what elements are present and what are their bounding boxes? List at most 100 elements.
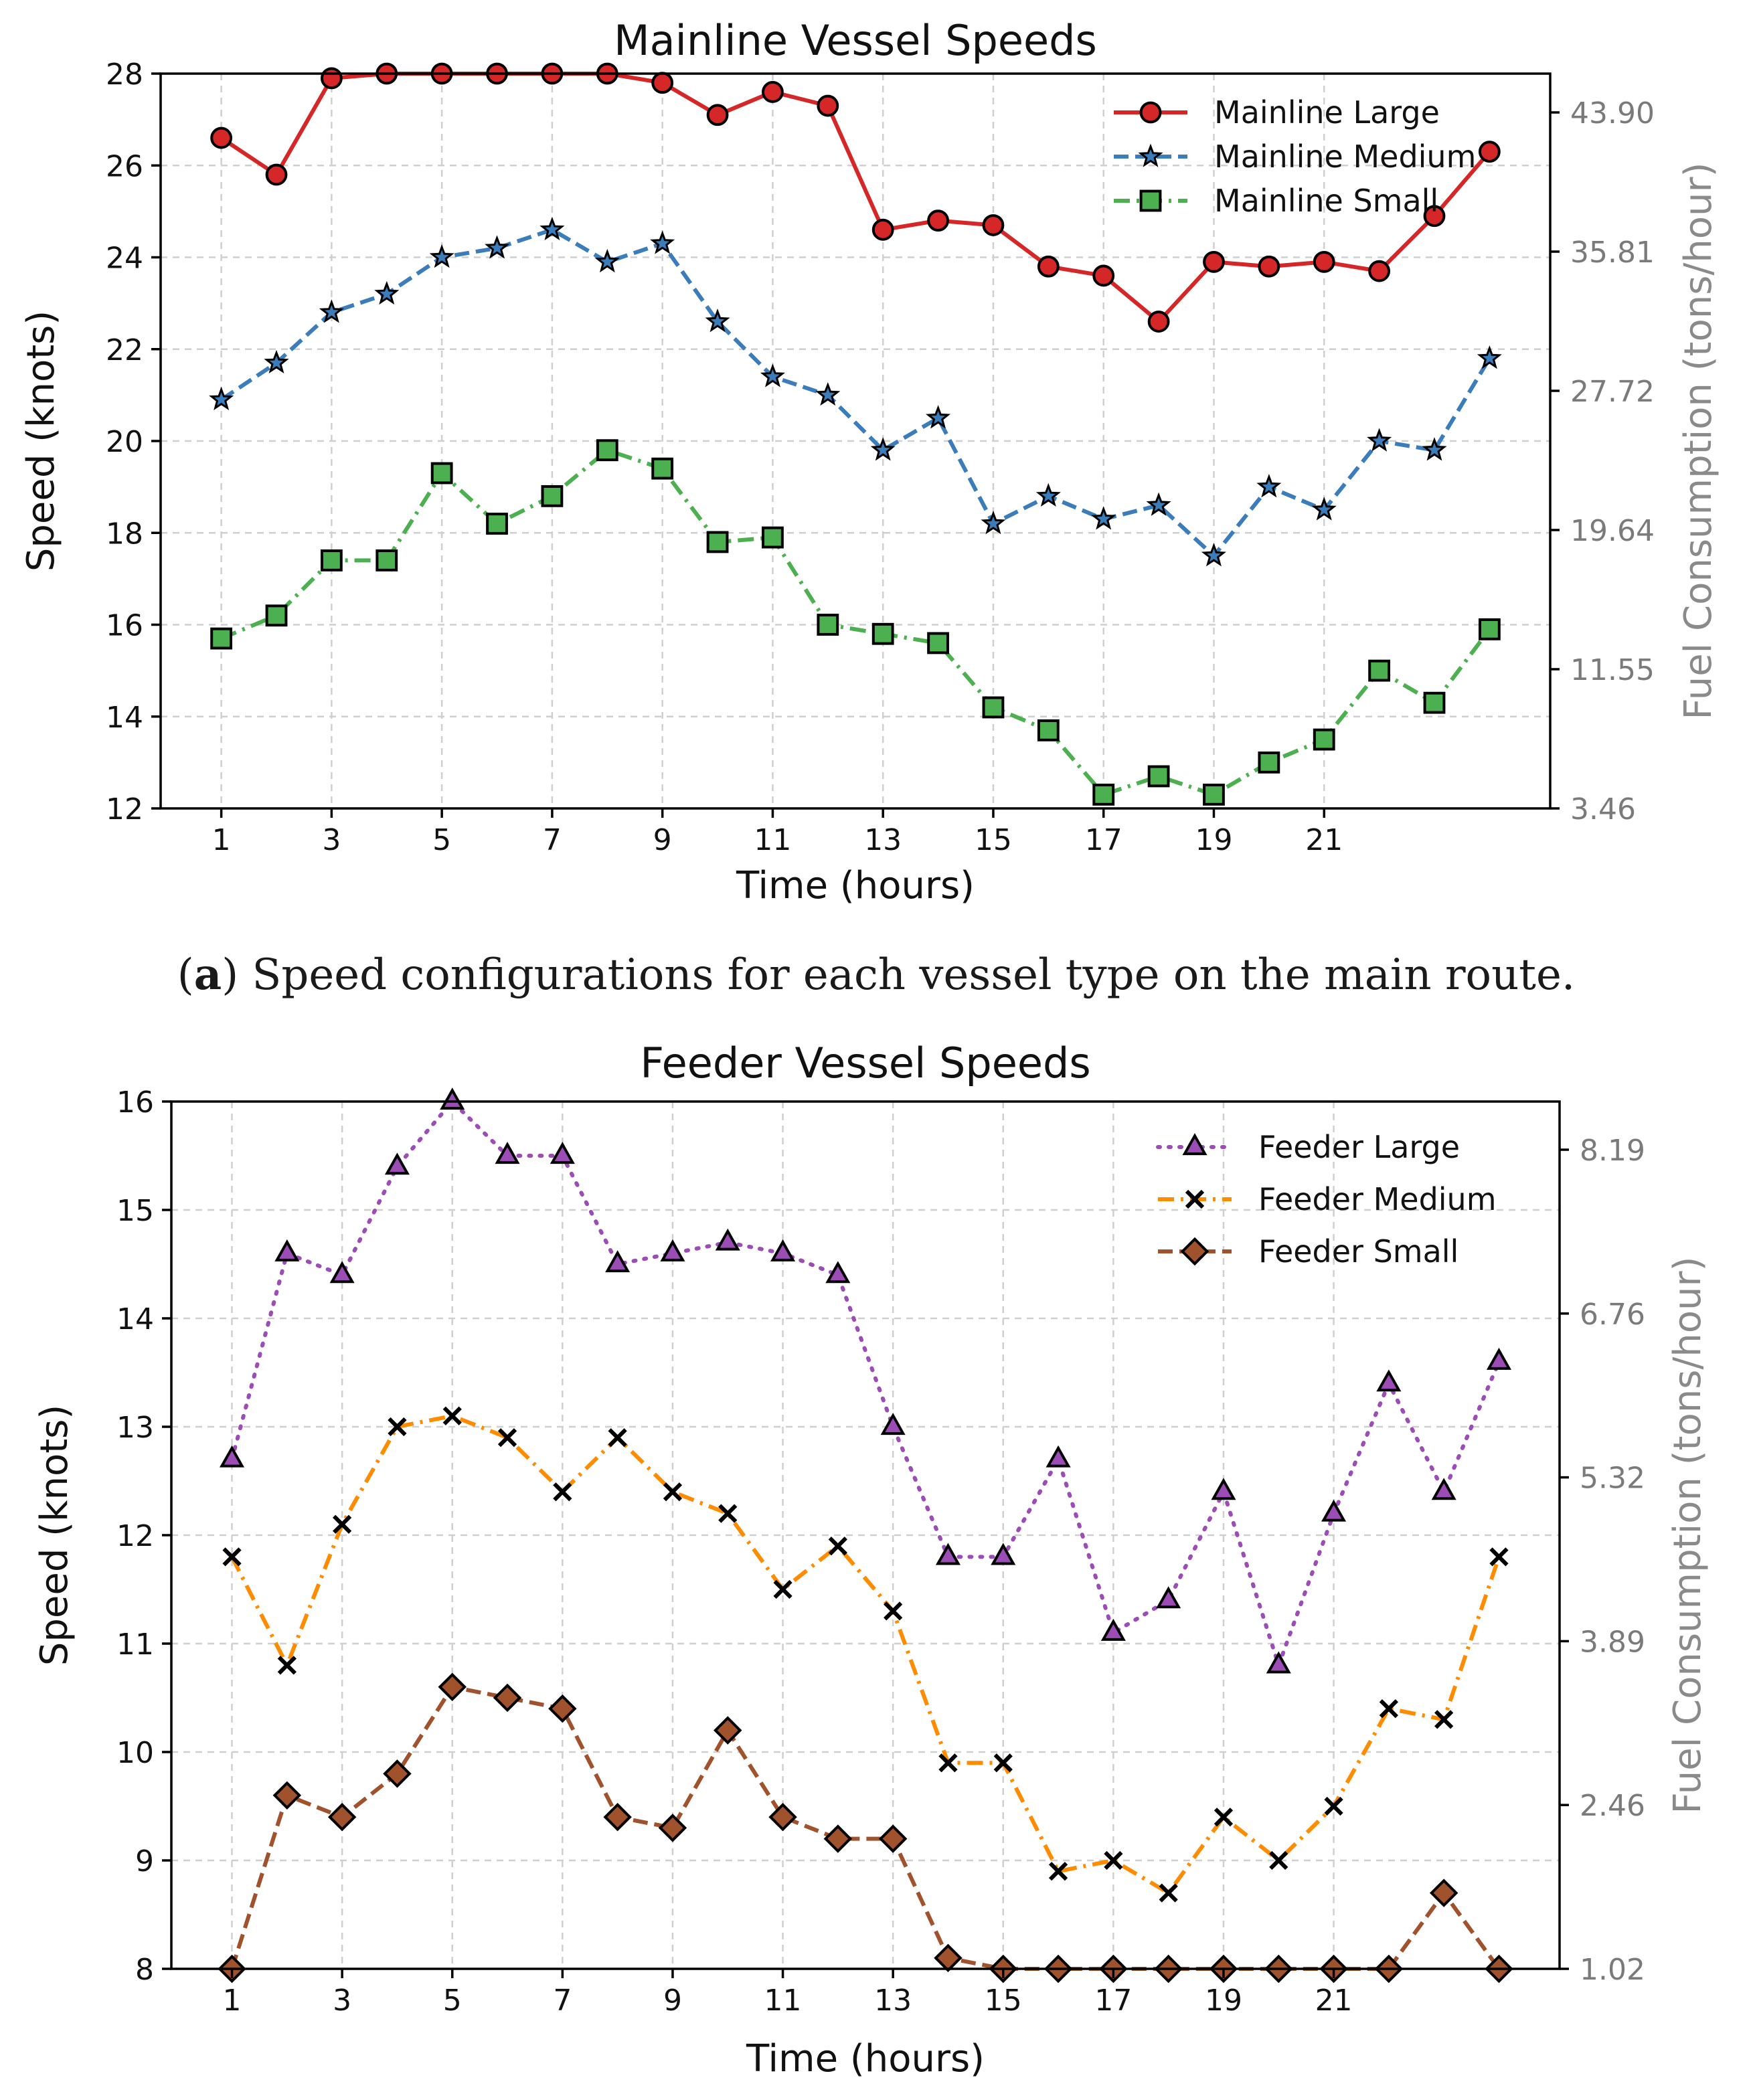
- data-point: [871, 622, 894, 645]
- data-point: [440, 1087, 465, 1110]
- data-point: [1367, 428, 1392, 452]
- data-point: [1035, 483, 1061, 507]
- data-point: [548, 1694, 577, 1723]
- x-tick-label: 17: [1085, 823, 1122, 857]
- data-point: [823, 1824, 853, 1853]
- data-point: [825, 1261, 851, 1284]
- data-point: [442, 1406, 462, 1425]
- y-tick-label: 22: [106, 333, 143, 367]
- data-point: [705, 309, 730, 333]
- data-point: [274, 1239, 300, 1261]
- data-point: [429, 244, 454, 268]
- right-tick-label: 8.19: [1580, 1134, 1645, 1168]
- grid: [161, 72, 1550, 810]
- y-tick-label: 11: [116, 1628, 154, 1662]
- x-tick-label: 21: [1315, 1984, 1353, 2018]
- x-tick-label: 3: [333, 1984, 351, 2018]
- x-tick-label: 19: [1205, 1984, 1242, 2018]
- right-axis-label: Fuel Consumption (tons/hour): [1677, 163, 1720, 720]
- x-tick-label: 17: [1094, 1984, 1132, 2018]
- x-tick-label: 21: [1305, 823, 1343, 857]
- data-point: [773, 1579, 792, 1599]
- y-tick-label: 20: [106, 425, 143, 459]
- data-point: [706, 531, 729, 553]
- data-point: [658, 1814, 687, 1842]
- feeder-vessel-speeds-chart: 1 3 5 7 9 11 13 15 17 19 2189101112131415161.022.4…: [33, 1039, 1709, 2081]
- data-point: [608, 1428, 627, 1448]
- data-point: [222, 1547, 242, 1567]
- x-axis-label: Time (hours): [746, 2037, 985, 2081]
- legend-entry-mainline-small: Mainline Small: [1114, 183, 1438, 219]
- y-tick-label: 9: [135, 1844, 154, 1878]
- data-point: [880, 1413, 906, 1435]
- chart-title: Mainline Vessel Speeds: [614, 16, 1097, 65]
- right-axis-label: Fuel Consumption (tons/hour): [1666, 1257, 1709, 1814]
- data-point: [277, 1656, 297, 1675]
- data-point: [927, 209, 949, 232]
- data-point: [1211, 1478, 1236, 1500]
- data-point: [539, 216, 565, 241]
- data-point: [320, 67, 343, 90]
- data-point: [938, 1753, 958, 1773]
- legend-marker: [1139, 101, 1162, 124]
- data-point: [1368, 659, 1391, 682]
- data-point: [272, 1781, 302, 1810]
- right-tick-label: 43.90: [1570, 96, 1655, 130]
- y-tick-label: 24: [106, 242, 143, 276]
- caption-a-letter: a: [194, 950, 222, 1000]
- series-mainline-small: [210, 439, 1501, 806]
- data-point: [1434, 1710, 1454, 1729]
- x-tick-label: 3: [322, 823, 341, 857]
- y-axis-label: Speed (knots): [19, 311, 63, 572]
- data-point: [1313, 250, 1335, 273]
- data-point: [871, 218, 894, 241]
- data-point: [1489, 1547, 1509, 1567]
- data-point: [817, 614, 839, 636]
- x-tick-label: 9: [663, 1984, 682, 2018]
- series-line: [220, 448, 1491, 797]
- data-point: [1258, 751, 1280, 774]
- x-tick-label: 15: [975, 823, 1012, 857]
- series-feeder-large: [219, 1087, 1512, 1674]
- legend-label: Feeder Small: [1258, 1233, 1458, 1270]
- y-tick-label: 16: [116, 1085, 154, 1120]
- legend-label: Mainline Medium: [1214, 139, 1476, 175]
- data-point: [486, 513, 508, 535]
- data-point: [1201, 543, 1226, 567]
- data-point: [1368, 260, 1391, 282]
- legend-label: Feeder Large: [1258, 1129, 1460, 1165]
- data-point: [374, 280, 400, 305]
- data-point: [651, 72, 674, 94]
- series-line: [220, 228, 1491, 558]
- data-point: [926, 405, 951, 429]
- data-point: [1258, 255, 1280, 278]
- data-point: [718, 1504, 738, 1523]
- y-axis-label: Speed (knots): [33, 1405, 76, 1666]
- right-tick-label: 6.76: [1580, 1298, 1645, 1332]
- x-tick-label: 1: [223, 1984, 242, 2018]
- legend: Mainline Large Mainline Medium Mainline Sm…: [1114, 94, 1476, 219]
- right-tick-label: 35.81: [1570, 236, 1655, 270]
- data-point: [817, 94, 839, 117]
- data-point: [1321, 1499, 1347, 1522]
- data-point: [1477, 345, 1502, 369]
- y-tick-label: 12: [116, 1519, 154, 1553]
- data-point: [1092, 784, 1115, 806]
- x-tick-label: 7: [553, 1984, 572, 2018]
- data-point: [1146, 492, 1171, 516]
- data-point: [760, 363, 785, 387]
- data-point: [438, 1672, 467, 1702]
- data-point: [594, 248, 620, 273]
- chart-title: Feeder Vessel Speeds: [640, 1039, 1090, 1087]
- right-tick-label: 27.72: [1570, 375, 1655, 409]
- data-point: [1092, 264, 1115, 287]
- data-point: [1156, 1586, 1181, 1609]
- data-point: [388, 1417, 407, 1437]
- legend-entry-feeder-medium: Feeder Medium: [1158, 1181, 1497, 1217]
- data-point: [493, 1683, 522, 1713]
- data-point: [828, 1537, 847, 1556]
- data-point: [553, 1482, 572, 1502]
- legend-label: Feeder Medium: [1258, 1181, 1497, 1217]
- x-tick-label: 11: [764, 1984, 802, 2018]
- data-point: [1037, 255, 1060, 278]
